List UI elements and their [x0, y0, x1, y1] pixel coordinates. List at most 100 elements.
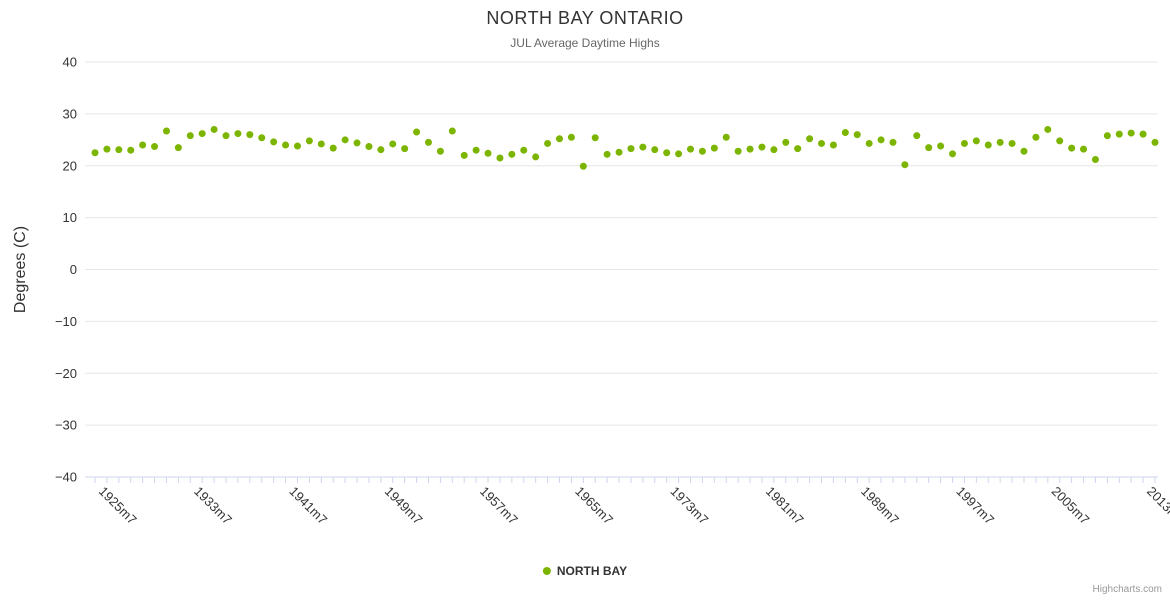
data-point[interactable] — [282, 141, 290, 149]
data-point[interactable] — [270, 138, 278, 146]
data-point[interactable] — [627, 145, 635, 153]
data-point[interactable] — [246, 131, 254, 139]
legend-item-north-bay[interactable]: NORTH BAY — [542, 564, 627, 578]
data-point[interactable] — [484, 149, 492, 157]
data-point[interactable] — [829, 141, 837, 149]
data-point[interactable] — [818, 139, 826, 147]
data-point[interactable] — [937, 142, 945, 150]
data-point[interactable] — [139, 141, 147, 149]
data-point[interactable] — [1056, 137, 1064, 145]
data-point[interactable] — [710, 144, 718, 152]
data-point[interactable] — [651, 146, 659, 154]
data-point[interactable] — [508, 150, 516, 158]
data-point[interactable] — [758, 143, 766, 151]
data-point[interactable] — [949, 150, 957, 158]
data-point[interactable] — [806, 135, 814, 143]
data-point[interactable] — [1139, 130, 1147, 138]
data-point[interactable] — [865, 139, 873, 147]
data-point[interactable] — [639, 143, 647, 151]
data-point[interactable] — [853, 131, 861, 139]
y-axis-tick-label: 10 — [63, 210, 77, 225]
data-point[interactable] — [472, 146, 480, 154]
data-point[interactable] — [972, 137, 980, 145]
data-point[interactable] — [305, 137, 313, 145]
data-point[interactable] — [984, 141, 992, 149]
x-axis-tick-label: 2013m7 — [1144, 484, 1170, 528]
data-point[interactable] — [901, 161, 909, 169]
data-point[interactable] — [198, 130, 206, 138]
data-point[interactable] — [401, 145, 409, 153]
data-point[interactable] — [925, 144, 933, 152]
data-point[interactable] — [603, 150, 611, 158]
data-point[interactable] — [353, 139, 361, 147]
x-axis-tick-label: 1949m7 — [382, 484, 426, 528]
data-point[interactable] — [1151, 138, 1159, 146]
data-point[interactable] — [794, 145, 802, 153]
data-point[interactable] — [258, 134, 266, 142]
data-point[interactable] — [341, 136, 349, 144]
data-point[interactable] — [532, 153, 540, 161]
data-point[interactable] — [770, 146, 778, 154]
data-point[interactable] — [293, 142, 301, 150]
y-axis-title: Degrees (C) — [12, 226, 29, 313]
data-point[interactable] — [591, 134, 599, 142]
data-point[interactable] — [746, 145, 754, 153]
data-point[interactable] — [734, 147, 742, 155]
data-point[interactable] — [1068, 144, 1076, 152]
data-point[interactable] — [579, 162, 587, 170]
highcharts-credits-link[interactable]: Highcharts.com — [1092, 584, 1162, 595]
data-point[interactable] — [329, 144, 337, 152]
data-point[interactable] — [496, 154, 504, 162]
data-point[interactable] — [234, 130, 242, 138]
data-point[interactable] — [889, 138, 897, 146]
data-point[interactable] — [413, 128, 421, 136]
data-point[interactable] — [210, 125, 218, 133]
data-point[interactable] — [377, 146, 385, 154]
data-point[interactable] — [317, 140, 325, 148]
data-point[interactable] — [782, 138, 790, 146]
data-point[interactable] — [448, 127, 456, 135]
data-point[interactable] — [615, 148, 623, 156]
data-point[interactable] — [127, 146, 135, 154]
data-point[interactable] — [424, 138, 432, 146]
data-point[interactable] — [913, 132, 921, 140]
data-point[interactable] — [222, 132, 230, 140]
data-point[interactable] — [91, 149, 99, 157]
x-axis-tick-label: 1925m7 — [96, 484, 140, 528]
data-point[interactable] — [1008, 139, 1016, 147]
data-point[interactable] — [115, 146, 123, 154]
data-point[interactable] — [1091, 156, 1099, 164]
data-point[interactable] — [103, 145, 111, 153]
y-axis-tick-label: −20 — [55, 366, 77, 381]
data-point[interactable] — [162, 127, 170, 135]
data-point[interactable] — [1020, 147, 1028, 155]
data-point[interactable] — [389, 140, 397, 148]
data-point[interactable] — [544, 139, 552, 147]
data-point[interactable] — [841, 129, 849, 137]
data-point[interactable] — [1127, 129, 1135, 137]
data-point[interactable] — [1080, 145, 1088, 153]
data-point[interactable] — [1044, 125, 1052, 133]
data-point[interactable] — [1115, 130, 1123, 138]
data-point[interactable] — [675, 150, 683, 158]
x-axis-tick-label: 1973m7 — [668, 484, 712, 528]
data-point[interactable] — [567, 133, 575, 141]
data-point[interactable] — [687, 145, 695, 153]
data-point[interactable] — [1103, 132, 1111, 140]
data-point[interactable] — [698, 147, 706, 155]
data-point[interactable] — [877, 136, 885, 144]
data-point[interactable] — [436, 147, 444, 155]
data-point[interactable] — [663, 149, 671, 157]
data-point[interactable] — [151, 143, 159, 151]
data-point[interactable] — [186, 132, 194, 140]
data-point[interactable] — [174, 144, 182, 152]
data-point[interactable] — [365, 143, 373, 151]
data-point[interactable] — [555, 135, 563, 143]
data-point[interactable] — [460, 151, 468, 159]
data-point[interactable] — [520, 146, 528, 154]
data-point[interactable] — [960, 139, 968, 147]
data-point[interactable] — [722, 133, 730, 141]
data-point[interactable] — [996, 138, 1004, 146]
data-point[interactable] — [1032, 133, 1040, 141]
y-axis-tick-label: 0 — [70, 262, 77, 277]
